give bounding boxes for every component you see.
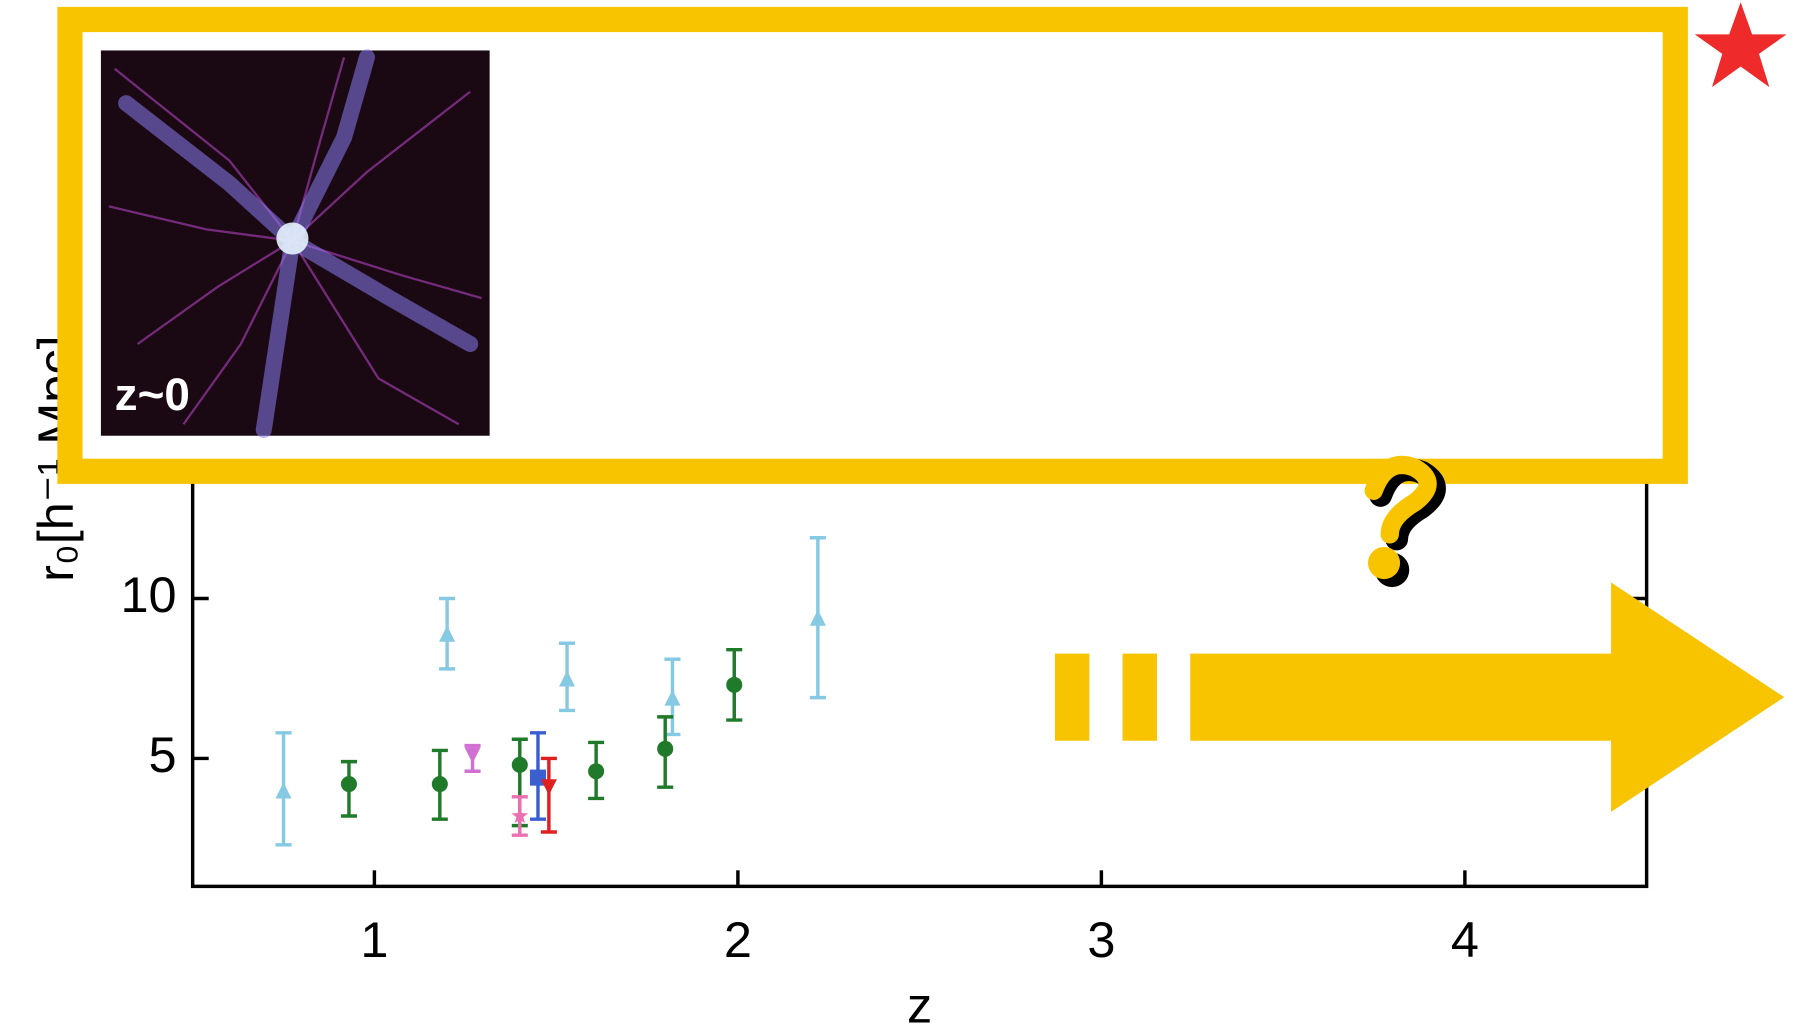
- x-tick-label: 4: [1451, 911, 1479, 968]
- x-tick-label: 2: [724, 911, 752, 968]
- image-cluster: [276, 222, 308, 254]
- arrow-dash: [1055, 654, 1089, 741]
- point: [541, 779, 557, 795]
- point: [432, 776, 448, 792]
- x-axis-label: z: [907, 976, 932, 1032]
- point: [726, 677, 742, 693]
- point: [276, 782, 292, 798]
- point: [341, 776, 357, 792]
- red-star: [1695, 2, 1787, 87]
- arrow-body: [1190, 583, 1784, 812]
- point: [559, 670, 575, 686]
- point: [657, 741, 673, 757]
- chart: 1234510 z r₀[h⁻¹ Mpc] z~0: [0, 0, 1798, 1032]
- x-tick-label: 1: [360, 911, 388, 968]
- cosmic-web-image: z~0: [101, 50, 490, 435]
- y-tick-label: 5: [149, 726, 177, 783]
- point: [588, 763, 604, 779]
- point: [512, 757, 528, 773]
- point: [439, 626, 455, 642]
- inset-label: z~0: [115, 368, 190, 420]
- point: [664, 690, 680, 706]
- arrow-dash: [1123, 654, 1157, 741]
- marks: 1 2 3 4 5 10: [120, 538, 1646, 968]
- point: [810, 610, 826, 626]
- x-tick-label: 3: [1087, 911, 1115, 968]
- arrow: [1055, 583, 1784, 812]
- point: [465, 747, 481, 763]
- page: 1234510 z r₀[h⁻¹ Mpc] z~0 (() => { const…: [0, 0, 1798, 1032]
- question-mark: [1368, 465, 1435, 587]
- y-tick-label: 10: [120, 566, 176, 623]
